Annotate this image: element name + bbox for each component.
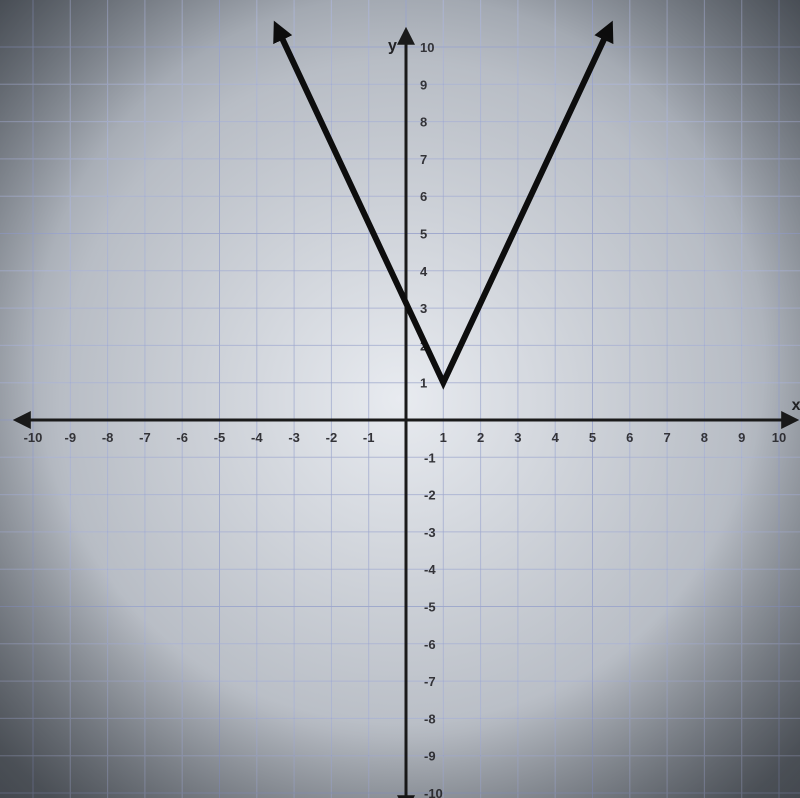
x-tick-label: 8: [701, 430, 708, 445]
y-tick-label: 7: [420, 152, 427, 167]
x-tick-label: -9: [65, 430, 77, 445]
y-tick-label: 9: [420, 77, 427, 92]
y-tick-label: -10: [424, 786, 443, 798]
x-tick-label: -10: [24, 430, 43, 445]
x-tick-label: -7: [139, 430, 151, 445]
x-tick-label: -5: [214, 430, 226, 445]
x-tick-label: 9: [738, 430, 745, 445]
x-tick-label: 7: [663, 430, 670, 445]
y-tick-label: -3: [424, 525, 436, 540]
y-tick-label: -9: [424, 749, 436, 764]
x-tick-label: -4: [251, 430, 263, 445]
x-tick-label: 4: [552, 430, 560, 445]
x-tick-label: 6: [626, 430, 633, 445]
y-tick-label: -7: [424, 674, 436, 689]
x-tick-label: -8: [102, 430, 114, 445]
x-tick-label: 3: [514, 430, 521, 445]
y-axis-label: y: [388, 37, 397, 54]
x-tick-label: 2: [477, 430, 484, 445]
y-tick-label: -2: [424, 488, 436, 503]
x-axis-label: x: [792, 397, 800, 414]
y-tick-label: 10: [420, 40, 434, 55]
x-tick-label: 10: [772, 430, 786, 445]
graph-chart: -10 -9 -8 -7 -6 -5 -4 -3 -2 -1 1 2 3 4 5 6 7 8 9 10 -10 -9 -8 -…: [0, 0, 800, 798]
y-tick-label: -5: [424, 600, 436, 615]
grid: [0, 0, 800, 798]
axes: [22, 36, 790, 798]
y-tick-label: 6: [420, 189, 427, 204]
x-tick-label: -6: [176, 430, 188, 445]
x-tick-label: 1: [440, 430, 447, 445]
x-tick-label: -1: [363, 430, 375, 445]
y-tick-label: 4: [420, 264, 428, 279]
chart-svg: -10 -9 -8 -7 -6 -5 -4 -3 -2 -1 1 2 3 4 5 6 7 8 9 10 -10 -9 -8 -…: [0, 0, 800, 798]
x-tick-label: -2: [326, 430, 338, 445]
y-tick-label: 1: [420, 376, 427, 391]
x-tick-label: 5: [589, 430, 596, 445]
x-tick-label: -3: [288, 430, 300, 445]
y-tick-label: 3: [420, 301, 427, 316]
y-tick-label: -1: [424, 450, 436, 465]
y-tick-label: 8: [420, 115, 427, 130]
y-tick-label: -6: [424, 637, 436, 652]
y-tick-label: -8: [424, 711, 436, 726]
vignette-overlay: [0, 0, 800, 798]
y-tick-label: 5: [420, 227, 427, 242]
y-tick-label: -4: [424, 562, 436, 577]
